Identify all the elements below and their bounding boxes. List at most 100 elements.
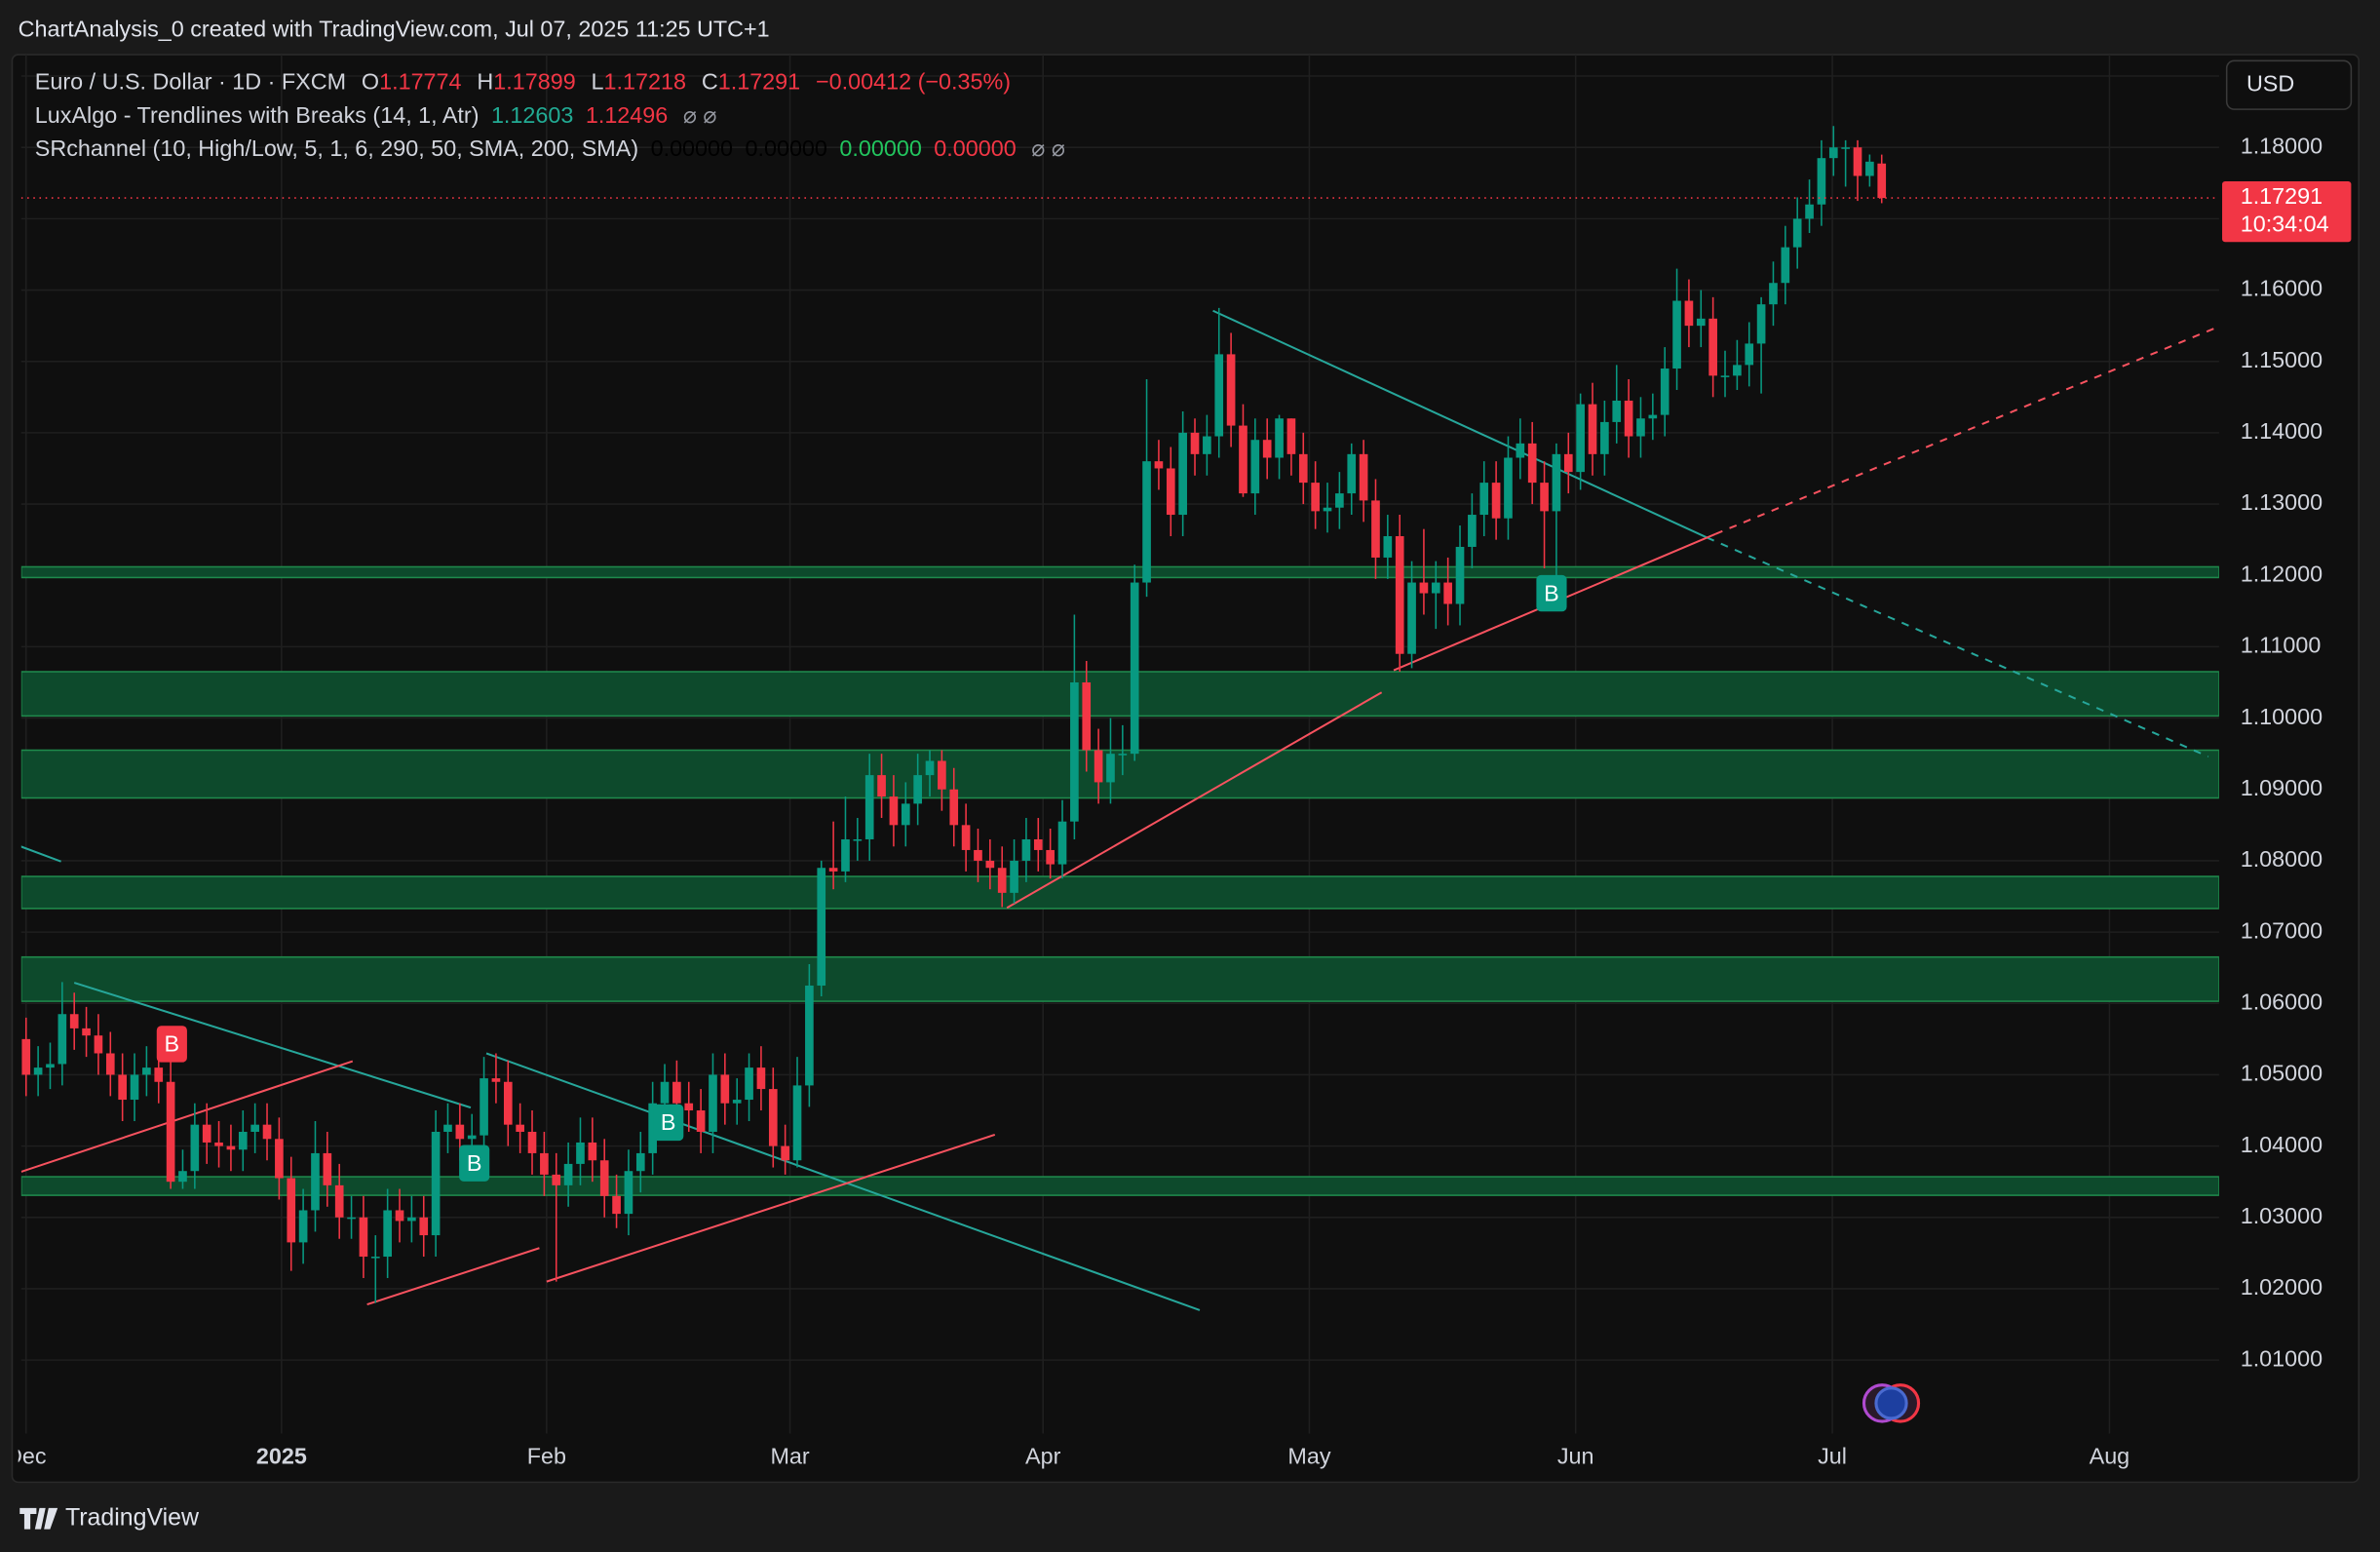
trendline bbox=[73, 982, 472, 1109]
candle-body bbox=[563, 1163, 573, 1185]
y-tick-label: 1.16000 bbox=[2241, 276, 2322, 301]
x-tick-label: Jun bbox=[1557, 1444, 1594, 1469]
candle-body bbox=[503, 1081, 513, 1125]
indicator-row: LuxAlgo - Trendlines with Breaks (14, 1,… bbox=[35, 102, 717, 128]
candle-body bbox=[1335, 493, 1344, 508]
candle-body bbox=[1841, 147, 1850, 149]
candle-body bbox=[431, 1131, 441, 1236]
event-icon[interactable] bbox=[1874, 1386, 1908, 1420]
sr-zone bbox=[20, 671, 2219, 718]
candle-body bbox=[1817, 158, 1826, 205]
candle-body bbox=[527, 1131, 537, 1153]
candle-body bbox=[925, 760, 935, 776]
ohlc-label: L bbox=[592, 69, 604, 95]
candle-body bbox=[720, 1074, 730, 1104]
candle-body bbox=[311, 1152, 320, 1211]
candle-body bbox=[480, 1078, 488, 1136]
trendline bbox=[366, 1247, 540, 1306]
break-marker-label: B bbox=[467, 1150, 482, 1176]
symbol: Euro / U.S. Dollar · 1D · FXCM bbox=[35, 69, 346, 95]
candle-body bbox=[672, 1081, 681, 1104]
candle-body bbox=[1479, 483, 1489, 516]
candle-body bbox=[69, 1014, 79, 1028]
candle-body bbox=[1021, 838, 1031, 861]
candle-body bbox=[467, 1135, 477, 1140]
candle-body bbox=[889, 796, 899, 826]
x-tick-label: May bbox=[1287, 1444, 1330, 1469]
sr-zone bbox=[20, 749, 2219, 799]
candle-body bbox=[298, 1210, 308, 1243]
brand-logo bbox=[19, 1507, 58, 1530]
brand-name: TradingView bbox=[65, 1503, 200, 1531]
break-marker bbox=[1536, 574, 1567, 612]
candle-body bbox=[383, 1210, 392, 1258]
candle-body bbox=[817, 868, 826, 986]
candle-body bbox=[370, 1257, 380, 1259]
x-tick-label: Feb bbox=[527, 1444, 566, 1469]
candle-body bbox=[491, 1078, 501, 1082]
break-marker bbox=[653, 1104, 684, 1142]
candle-body bbox=[334, 1184, 344, 1218]
sr-zones bbox=[20, 565, 2219, 1196]
candle-body bbox=[419, 1217, 429, 1236]
candle-body bbox=[828, 868, 838, 872]
currency-button[interactable] bbox=[2225, 59, 2353, 110]
candle-body bbox=[1395, 535, 1404, 654]
candle-body bbox=[648, 1103, 657, 1153]
candle-body bbox=[1756, 304, 1766, 344]
currency[interactable]: USD bbox=[2246, 70, 2294, 96]
candle-body bbox=[540, 1152, 549, 1175]
candle-body bbox=[1057, 821, 1067, 865]
candle-body bbox=[1347, 453, 1357, 494]
trendline bbox=[20, 1060, 354, 1173]
candle-body bbox=[1504, 457, 1513, 519]
candle-body bbox=[347, 1217, 356, 1220]
candle-body bbox=[1154, 461, 1164, 469]
y-tick-label: 1.02000 bbox=[2241, 1274, 2322, 1300]
candle-body bbox=[395, 1210, 404, 1222]
x-tick-label: Aug bbox=[2090, 1444, 2130, 1469]
indicator-row: SRchannel (10, High/Low, 5, 1, 6, 290, 5… bbox=[35, 136, 1065, 161]
x-tick-label: Apr bbox=[1025, 1444, 1061, 1469]
candle-body bbox=[1214, 354, 1224, 437]
caption: ChartAnalysis_0 created with TradingView… bbox=[19, 16, 770, 41]
y-tick-label: 1.09000 bbox=[2241, 775, 2322, 800]
candle-body bbox=[130, 1074, 139, 1101]
candle-body bbox=[1769, 283, 1778, 305]
candle-body bbox=[1383, 535, 1393, 558]
candle-body bbox=[853, 838, 863, 841]
candle-body bbox=[552, 1174, 561, 1185]
candle-body bbox=[864, 775, 874, 839]
sr-zone bbox=[20, 1176, 2219, 1196]
candle-body bbox=[1094, 750, 1103, 783]
ohlc-label: C bbox=[702, 69, 718, 95]
trendlines bbox=[20, 309, 2219, 1311]
candle-body bbox=[745, 1067, 753, 1101]
candle-body bbox=[1805, 204, 1814, 219]
candle-body bbox=[250, 1124, 259, 1132]
candle-body bbox=[58, 1014, 67, 1065]
candle-body bbox=[455, 1124, 465, 1140]
candle-body bbox=[985, 860, 995, 869]
y-tick-label: 1.03000 bbox=[2241, 1203, 2322, 1228]
trendline-extension bbox=[1707, 536, 2209, 758]
candle-body bbox=[1720, 375, 1730, 377]
candle-body bbox=[1226, 354, 1236, 426]
y-tick-label: 1.13000 bbox=[2241, 489, 2322, 515]
candle-body bbox=[635, 1152, 645, 1172]
candle-body bbox=[1792, 218, 1802, 248]
candle-body bbox=[1323, 507, 1332, 512]
countdown: 10:34:04 bbox=[2241, 211, 2329, 236]
candle-body bbox=[516, 1124, 524, 1132]
candle-body bbox=[33, 1067, 43, 1075]
break-marker bbox=[459, 1145, 490, 1182]
candle-body bbox=[190, 1124, 200, 1172]
candle-body bbox=[1672, 300, 1681, 369]
candle-body bbox=[1166, 468, 1175, 516]
y-tick-label: 1.01000 bbox=[2241, 1345, 2322, 1371]
candle-body bbox=[781, 1145, 789, 1161]
candle-body bbox=[961, 825, 971, 850]
event-icons bbox=[1862, 1383, 1921, 1423]
candle-body bbox=[1576, 404, 1585, 473]
ohlc-label: O bbox=[362, 69, 379, 95]
